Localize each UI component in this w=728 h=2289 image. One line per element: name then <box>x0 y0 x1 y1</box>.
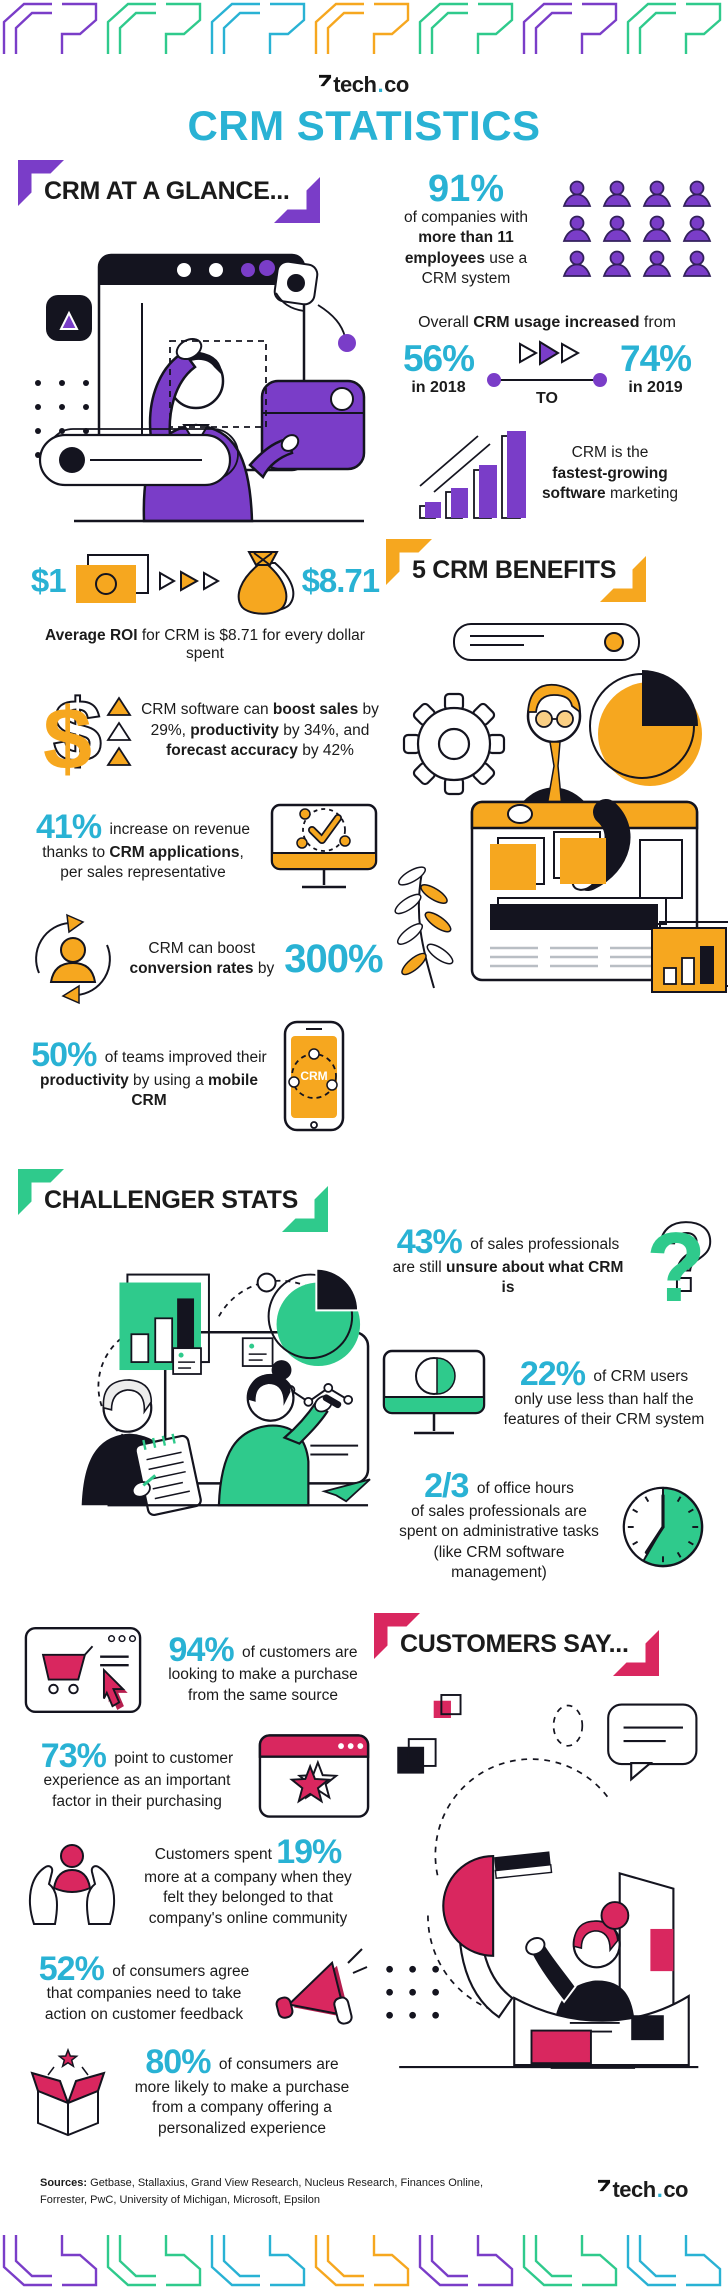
svg-text:?: ? <box>646 1212 706 1322</box>
roi-caption: Average ROI for CRM is $8.71 for every d… <box>45 627 365 662</box>
dollar-sign-icon: $ $ <box>43 680 103 788</box>
challenger-header: CHALLENGER STATS <box>18 1169 328 1232</box>
stat-43-block: 43% of sales professionals are still unsu… <box>382 1201 717 1322</box>
stat-73-block: 73% point to customer experience as an im… <box>24 1733 378 1819</box>
usage-to-word: TO <box>536 389 558 407</box>
logo-dot: . <box>656 2177 663 2203</box>
challenger-illustration <box>81 1267 371 1516</box>
logo-suffix: co <box>663 2177 688 2203</box>
section-challenger: CHALLENGER STATS <box>0 1159 728 1583</box>
monitor-pie-icon <box>382 1349 486 1435</box>
logo-text: tech <box>612 2177 656 2203</box>
masthead: tech. co CRM STATISTICS <box>0 54 728 150</box>
decorative-maze-pattern-top <box>2 2 722 56</box>
browser-cart-icon <box>24 1627 142 1714</box>
decorative-maze-pattern-bottom <box>2 2234 722 2287</box>
stat-two-thirds-block: 2/3 of office hours of sales professional… <box>382 1467 710 1583</box>
footer-techco-logo: tech. co <box>598 2177 688 2203</box>
usage-intro: Overall CRM usage increased from <box>418 313 676 331</box>
money-bag-icon <box>237 551 294 615</box>
logo-suffix: co <box>384 72 409 97</box>
stat-41-block: 41% increase on revenue thanks to CRM app… <box>24 801 386 895</box>
usage-increase-block: 56% in 2018 TO 74% in 2019 <box>380 340 714 408</box>
svg-text:?: ? <box>656 1202 716 1312</box>
customers-header: CUSTOMERS SAY... <box>374 1613 659 1677</box>
stat-22-block: 22% of CRM users only use less than half … <box>382 1349 710 1441</box>
stat-94-text: 94% of customers are looking to make a pu… <box>168 1630 358 1704</box>
stat-19-text: Customers spent 19% more at a company whe… <box>144 1833 352 1927</box>
benefits-title: 5 CRM BENEFITS <box>412 556 617 584</box>
techco-logo: tech. co <box>319 72 409 98</box>
section-customers: 94% of customers are looking to make a pu… <box>0 1613 728 2141</box>
stat-91-block: 91% of companies with more than 11 employe… <box>380 170 714 290</box>
logo-flag-icon <box>319 74 332 87</box>
logo-dot: . <box>377 72 384 97</box>
mobile-crm-icon: CRM <box>283 1020 345 1132</box>
boost-text: CRM software can boost sales by 29%, prod… <box>141 701 379 760</box>
hands-person-icon <box>28 1844 116 1926</box>
roi-to-value: $8.71 <box>301 562 381 599</box>
roi-arrows-icon <box>158 570 220 592</box>
page-title: CRM STATISTICS <box>187 102 541 149</box>
usage-to-value: 74% <box>620 337 692 379</box>
conversion-value: 300% <box>284 936 383 981</box>
benefits-header: 5 CRM BENEFITS <box>386 539 647 602</box>
stat-two-thirds-text: 2/3 of office hours of sales professional… <box>399 1467 599 1581</box>
stat-50-text: 50% of teams improved their productivity … <box>31 1036 267 1110</box>
logo-text: tech <box>333 72 377 97</box>
stat-41-text: 41% increase on revenue thanks to CRM app… <box>36 808 250 882</box>
triangle-bullets-icon <box>106 696 132 766</box>
logo-flag-icon <box>598 2180 611 2192</box>
customers-illustration <box>386 1694 699 2070</box>
open-box-icon <box>30 2048 106 2137</box>
browser-star-icon <box>258 1734 370 1819</box>
stat-80-text: 80% of consumers are more likely to make … <box>134 2043 350 2137</box>
monitor-check-icon <box>270 803 378 889</box>
conversion-block: CRM can boost conversion rates by 300% <box>24 913 386 1005</box>
stat-43-text: 43% of sales professionals are still unsu… <box>392 1223 624 1297</box>
stat-73-text: 73% point to customer experience as an im… <box>40 1736 234 1810</box>
clock-icon <box>622 1486 704 1568</box>
question-mark-icon: ? ? <box>646 1201 717 1322</box>
challenger-title: CHALLENGER STATS <box>44 1186 298 1214</box>
stat-19-block: Customers spent 19% more at a company whe… <box>24 1833 378 1929</box>
glance-header: CRM AT A GLANCE... <box>18 160 320 223</box>
stat-94-block: 94% of customers are looking to make a pu… <box>24 1625 378 1715</box>
section-roi-benefits: $1 $8.71 <box>0 539 728 1133</box>
stat-52-text: 52% of consumers agree that companies nee… <box>38 1949 250 2023</box>
benefits-illustration <box>394 623 728 993</box>
progress-arrows-icon <box>487 340 607 387</box>
megaphone-icon <box>275 1948 368 2025</box>
stat-52-block: 52% of consumers agree that companies nee… <box>24 1945 378 2033</box>
svg-text:$: $ <box>43 689 92 788</box>
boost-block: $ $ CRM software can boost sales by 29%, … <box>24 680 386 788</box>
person-cycle-icon <box>35 913 112 1005</box>
customers-title: CUSTOMERS SAY... <box>400 1630 629 1659</box>
usage-from-label: in 2018 <box>411 378 466 396</box>
svg-text:$: $ <box>53 681 102 780</box>
stat-91-text: of companies with more than 11 employees u… <box>403 209 529 288</box>
stat-22-text: 22% of CRM users only use less than half … <box>503 1355 705 1429</box>
glance-title: CRM AT A GLANCE... <box>44 177 290 205</box>
people-grid-icon <box>563 180 711 277</box>
stat-50-block: 50% of teams improved their productivity … <box>24 1019 386 1133</box>
roi-block: $1 $8.71 <box>24 545 386 617</box>
section-glance: CRM AT A GLANCE... <box>0 160 728 525</box>
dollar-bill-icon <box>75 554 149 603</box>
usage-to-label: in 2019 <box>628 378 683 396</box>
glance-illustration <box>35 253 366 523</box>
roi-from-value: $1 <box>30 562 67 599</box>
stat-80-block: 80% of consumers are more likely to make … <box>24 2045 378 2141</box>
growth-block: CRM is the fastest-growing software market… <box>380 428 714 520</box>
svg-text:CRM: CRM <box>300 1069 327 1083</box>
conversion-text: CRM can boost conversion rates by <box>129 939 275 977</box>
growth-text: CRM is the fastest-growing software market… <box>541 444 679 503</box>
usage-from-value: 56% <box>402 337 475 379</box>
growth-bars-icon <box>419 430 526 519</box>
sources-text: Sources: Getbase, Stallaxius, Grand View… <box>40 2177 484 2207</box>
stat-91-value: 91% <box>427 168 505 210</box>
footer: Sources: Getbase, Stallaxius, Grand View… <box>0 2141 728 2235</box>
